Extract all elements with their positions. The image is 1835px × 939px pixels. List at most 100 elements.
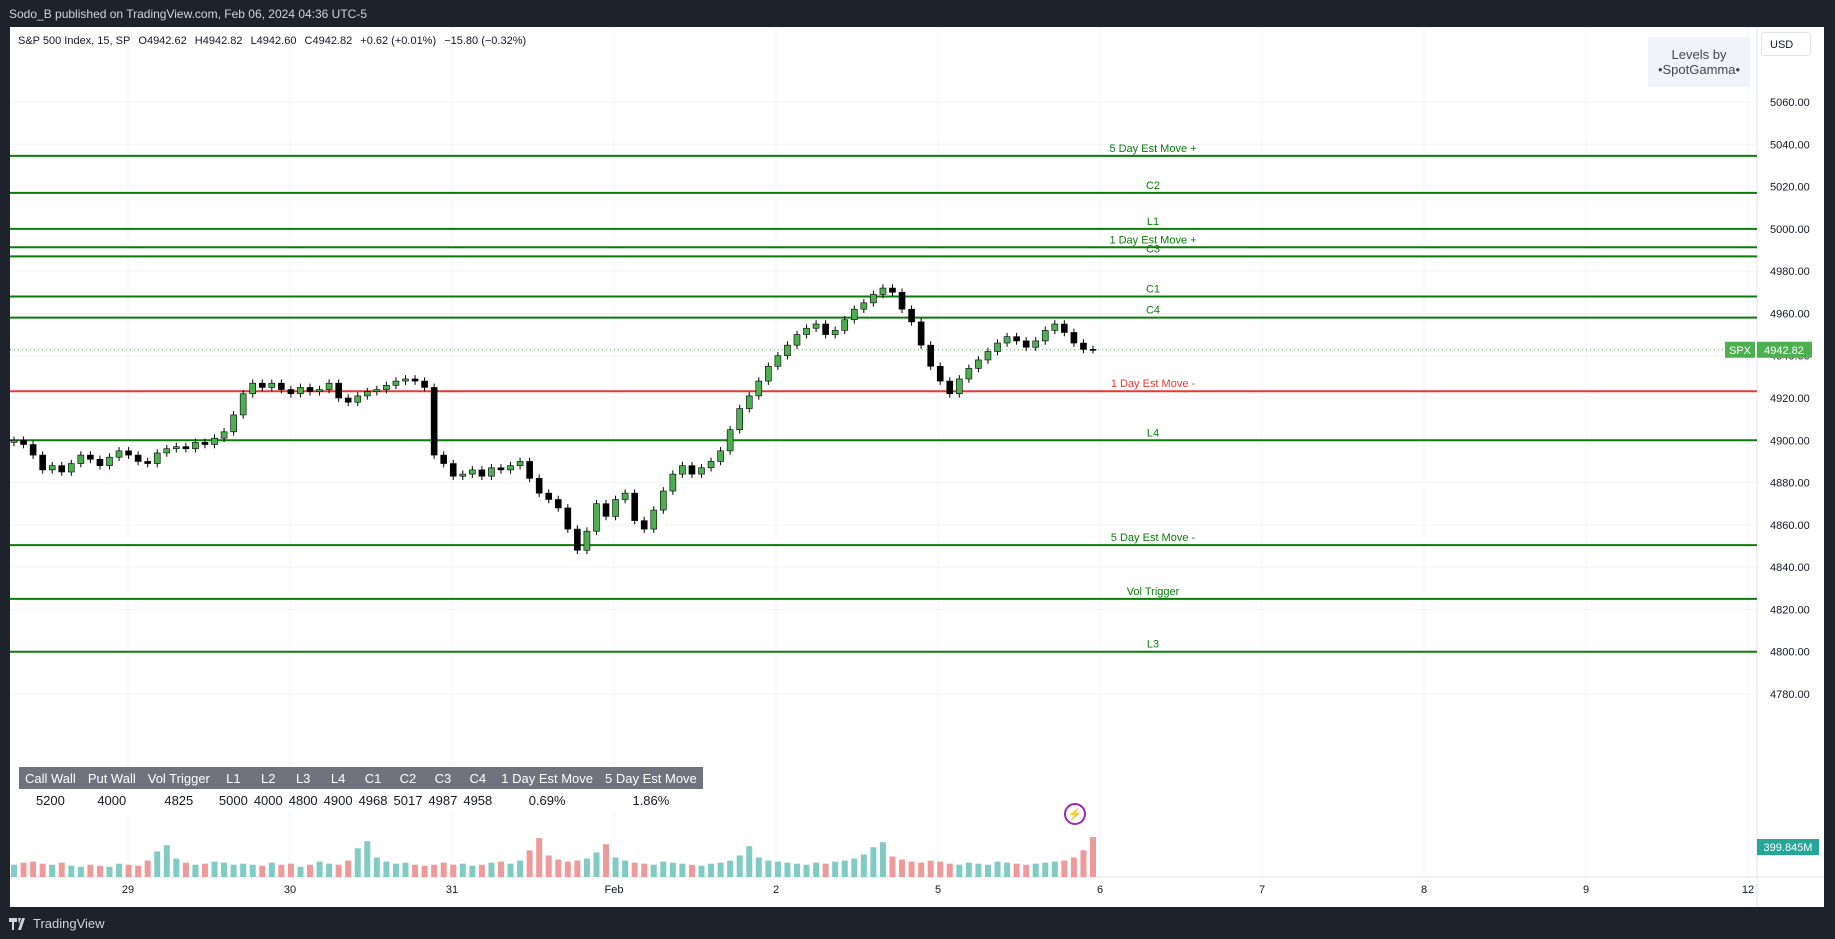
price-tick-label: 4880.00 — [1770, 478, 1810, 490]
candle-body — [220, 431, 228, 439]
volume-bar — [1090, 837, 1096, 877]
time-tick-label: 2 — [773, 884, 779, 896]
price-chart[interactable]: 5060.00 5040.00 5020.00 5000.00 4980.00 4960.… — [10, 27, 1824, 907]
levels-value-cell: 4900 — [320, 789, 356, 811]
levels-value-cell: 4800 — [285, 789, 321, 811]
volume-bar — [11, 864, 17, 877]
candle-body — [755, 380, 763, 397]
lightning-icon[interactable]: ⚡ — [1064, 803, 1086, 825]
candle-body — [545, 492, 553, 500]
candle-body — [373, 389, 381, 392]
candle-body — [765, 365, 772, 382]
symbol-legend: S&P 500 Index, 15, SP O4942.62 H4942.82 … — [18, 35, 531, 47]
volume-bar — [679, 863, 686, 877]
price-tick-label: 4920.00 — [1770, 393, 1810, 405]
badge-line-1: Levels by — [1671, 47, 1727, 62]
candle-body — [812, 323, 820, 329]
candle-body — [583, 530, 591, 551]
volume-bar — [698, 865, 705, 877]
candle-body — [669, 473, 677, 492]
levels-value-cell: 4000 — [81, 789, 142, 811]
candle-body — [726, 429, 734, 452]
candle-body — [879, 287, 887, 295]
levels-table-values: 5200 4000 4825 5000 4000 4800 4900 4968 5017 4987… — [19, 789, 703, 811]
candle-body — [306, 387, 314, 392]
volume-bar — [1023, 864, 1030, 877]
candle-body — [1032, 340, 1040, 348]
candle-body — [182, 446, 190, 450]
volume-bar — [412, 864, 419, 877]
price-tick-label: 4780.00 — [1770, 689, 1810, 701]
volume-bar — [450, 864, 457, 877]
candle-body — [239, 393, 247, 416]
candle-body — [297, 387, 304, 395]
volume-bar — [984, 864, 991, 877]
levels-header-cell: Vol Trigger — [141, 767, 216, 789]
spotgamma-badge[interactable]: Levels by •SpotGamma• — [1648, 37, 1750, 87]
level-label: 5 Day Est Move + — [1109, 143, 1196, 155]
levels-header-cell: Put Wall — [81, 767, 142, 789]
change-value-2: −15.80 (−0.32%) — [444, 35, 527, 47]
candle-body — [497, 467, 505, 471]
candle-body — [106, 456, 113, 466]
volume-bar — [402, 862, 409, 877]
candle-body — [822, 323, 829, 335]
candle-body — [77, 454, 85, 464]
volume-bar — [793, 863, 800, 877]
volume-bar — [507, 863, 514, 877]
time-tick-label: 31 — [446, 884, 458, 896]
volume-bar — [373, 857, 380, 877]
volume-bar — [1004, 862, 1011, 877]
price-tick-label: 4840.00 — [1770, 562, 1810, 574]
levels-value-cell: 4958 — [460, 789, 496, 811]
level-label: L1 — [1147, 216, 1159, 228]
candle-body — [1089, 349, 1097, 351]
candle-body — [736, 408, 743, 431]
levels-header-cell: L4 — [320, 767, 356, 789]
time-tick-label: 5 — [935, 884, 941, 896]
time-tick-label: 30 — [284, 884, 296, 896]
price-tag-symbol-bg — [1725, 341, 1755, 358]
candle-body — [936, 365, 944, 382]
chart-area[interactable]: 5060.00 5040.00 5020.00 5000.00 4980.00 4960.… — [10, 27, 1824, 907]
candle-body — [793, 334, 801, 346]
volume-bar — [574, 860, 581, 877]
candle-body — [469, 469, 476, 475]
volume-bar — [1061, 860, 1068, 877]
volume-bar — [650, 864, 657, 877]
volume-bar — [641, 863, 648, 877]
volume-bar — [1013, 863, 1020, 877]
candle-body — [459, 473, 467, 477]
volume-bar — [354, 848, 361, 877]
candle-body — [946, 380, 954, 395]
volume-bar — [1080, 850, 1087, 877]
candle-body — [1051, 323, 1059, 331]
top-bar: Sodo_B published on TradingView.com, Feb… — [0, 0, 1835, 27]
candle-body — [173, 446, 180, 450]
levels-header-cell: C2 — [390, 767, 426, 789]
brand-label: TradingView — [33, 916, 105, 931]
volume-bar — [803, 864, 810, 877]
candle-body — [115, 450, 123, 458]
candle-body — [1022, 340, 1030, 348]
candle-body — [411, 378, 419, 382]
currency-button[interactable]: USD — [1761, 32, 1811, 56]
levels-value-cell: 5000 — [215, 789, 251, 811]
level-label: C1 — [1146, 284, 1160, 296]
candle-body — [449, 463, 457, 477]
volume-bar — [87, 864, 94, 877]
volume-bar — [688, 864, 695, 877]
tradingview-logo[interactable]: TradingView — [9, 916, 105, 931]
level-label: 1 Day Est Move - — [1111, 378, 1196, 390]
candle-body — [984, 351, 992, 361]
volume-bar — [593, 852, 600, 877]
levels-header-cell: L3 — [285, 767, 321, 789]
candle-body — [994, 342, 1001, 352]
price-tick-label: 4820.00 — [1770, 604, 1810, 616]
symbol-name[interactable]: S&P 500 Index, 15, SP — [18, 35, 131, 47]
levels-value-cell: 1.86% — [599, 789, 703, 811]
volume-bar — [173, 858, 180, 877]
volume-bar — [927, 860, 934, 877]
volume-bar — [163, 845, 170, 877]
candle-body — [249, 382, 257, 395]
